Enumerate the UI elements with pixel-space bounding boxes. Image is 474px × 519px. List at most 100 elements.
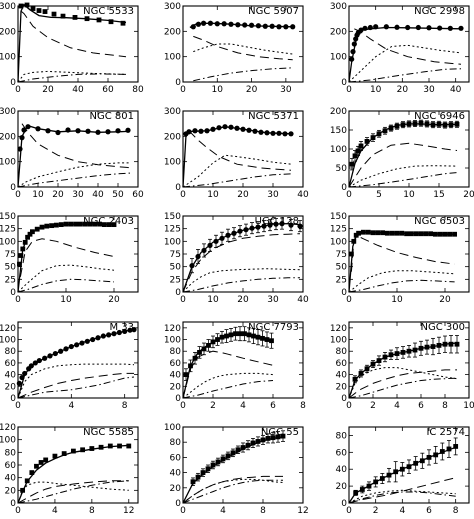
data-point	[95, 335, 101, 341]
data-point	[213, 238, 219, 244]
y-tick-label: 80	[336, 431, 348, 441]
y-tick-label: 60	[336, 448, 348, 458]
data-point	[255, 334, 261, 340]
y-tick-label: 80	[170, 438, 182, 448]
disk-component-line	[17, 264, 115, 293]
x-tick-label: 0	[346, 85, 352, 95]
gas-component-line	[348, 491, 456, 504]
total-fit-line	[348, 123, 458, 188]
halo-component-line	[182, 475, 283, 504]
data-point	[454, 341, 460, 347]
data-point	[412, 347, 418, 353]
y-tick-label: 0	[175, 78, 181, 88]
data-point	[282, 131, 288, 137]
data-point	[394, 123, 400, 129]
data-point	[406, 121, 412, 127]
data-point	[250, 440, 256, 446]
data-point	[106, 222, 112, 228]
data-point	[442, 341, 448, 347]
disk-component-line	[182, 478, 284, 504]
data-point	[418, 231, 424, 237]
panel-13: 0 4 8 12 0 20 40 60 80 100 NGC 55	[164, 423, 309, 516]
data-point	[228, 21, 234, 27]
data-point	[437, 231, 443, 237]
data-point	[51, 11, 57, 17]
data-point	[225, 232, 231, 238]
data-point	[49, 223, 54, 229]
y-tick-label: 0	[10, 394, 16, 404]
data-point	[120, 20, 126, 26]
data-point	[406, 464, 412, 470]
data-point	[29, 470, 35, 475]
x-tick-label: 12	[123, 506, 134, 516]
data-point	[373, 24, 379, 30]
y-tick-label: 0	[341, 78, 347, 88]
data-point	[89, 446, 95, 451]
x-tick-label: 4	[240, 401, 246, 411]
data-point	[201, 346, 207, 352]
galaxy-name: NGC 300	[421, 322, 465, 333]
y-tick-label: 75	[5, 250, 16, 260]
data-point	[358, 27, 364, 33]
halo-component-line	[348, 369, 457, 399]
x-tick-label: 4	[68, 401, 74, 411]
data-point	[25, 124, 31, 130]
y-tick-label: 0	[175, 499, 181, 509]
x-tick-label: 0	[15, 506, 21, 516]
plot-frame	[182, 426, 304, 504]
y-tick-label: 0	[10, 78, 16, 88]
data-point	[25, 234, 30, 240]
data-point	[115, 128, 121, 134]
halo-component-line	[21, 123, 131, 169]
x-tick-label: 10	[212, 85, 224, 95]
x-tick-label: 10	[463, 401, 474, 411]
x-tick-label: 30	[72, 190, 84, 200]
data-point	[361, 229, 366, 235]
gas-component-line	[182, 479, 283, 504]
data-point	[234, 125, 240, 131]
data-point	[426, 25, 432, 31]
data-point	[447, 231, 453, 237]
data-point	[60, 13, 66, 19]
y-tick-label: 120	[0, 423, 16, 433]
x-tick-label: 30	[423, 85, 435, 95]
y-tick-label: 0	[175, 183, 181, 193]
data-point	[394, 230, 400, 236]
halo-component-line	[354, 28, 462, 65]
y-tick-label: 0	[341, 288, 347, 298]
panel-0: 0 20 40 60 80 0 100 200 300 NGC 5533	[0, 2, 144, 95]
data-point	[349, 161, 355, 167]
gas-component-line	[17, 73, 127, 83]
data-point	[248, 22, 255, 28]
data-point	[413, 460, 419, 466]
data-point	[428, 231, 433, 237]
data-point	[204, 128, 210, 134]
data-point	[409, 231, 414, 237]
data-point	[228, 124, 234, 130]
disk-component-line	[182, 154, 292, 188]
halo-component-line	[193, 35, 293, 61]
y-tick-label: 60	[5, 461, 17, 471]
y-tick-label: 100	[0, 237, 16, 247]
x-tick-label: 20	[246, 85, 258, 95]
y-tick-label: 0	[341, 499, 347, 509]
x-tick-label: 6	[270, 401, 276, 411]
data-point	[44, 223, 50, 229]
data-point	[34, 226, 40, 232]
data-point	[207, 242, 213, 248]
y-tick-label: 120	[330, 324, 347, 334]
data-point	[260, 335, 265, 341]
data-point	[72, 15, 78, 20]
data-point	[126, 443, 132, 449]
x-tick-label: 0	[180, 506, 186, 516]
data-point	[210, 462, 216, 468]
data-point	[370, 230, 376, 236]
y-tick-label: 300	[330, 2, 347, 12]
data-point	[82, 221, 88, 227]
data-point	[353, 232, 359, 238]
data-point	[246, 127, 252, 133]
disk-component-line	[348, 367, 458, 399]
halo-component-line	[350, 234, 455, 272]
data-point	[267, 222, 273, 228]
galaxy-name: IC 2574	[426, 427, 465, 438]
